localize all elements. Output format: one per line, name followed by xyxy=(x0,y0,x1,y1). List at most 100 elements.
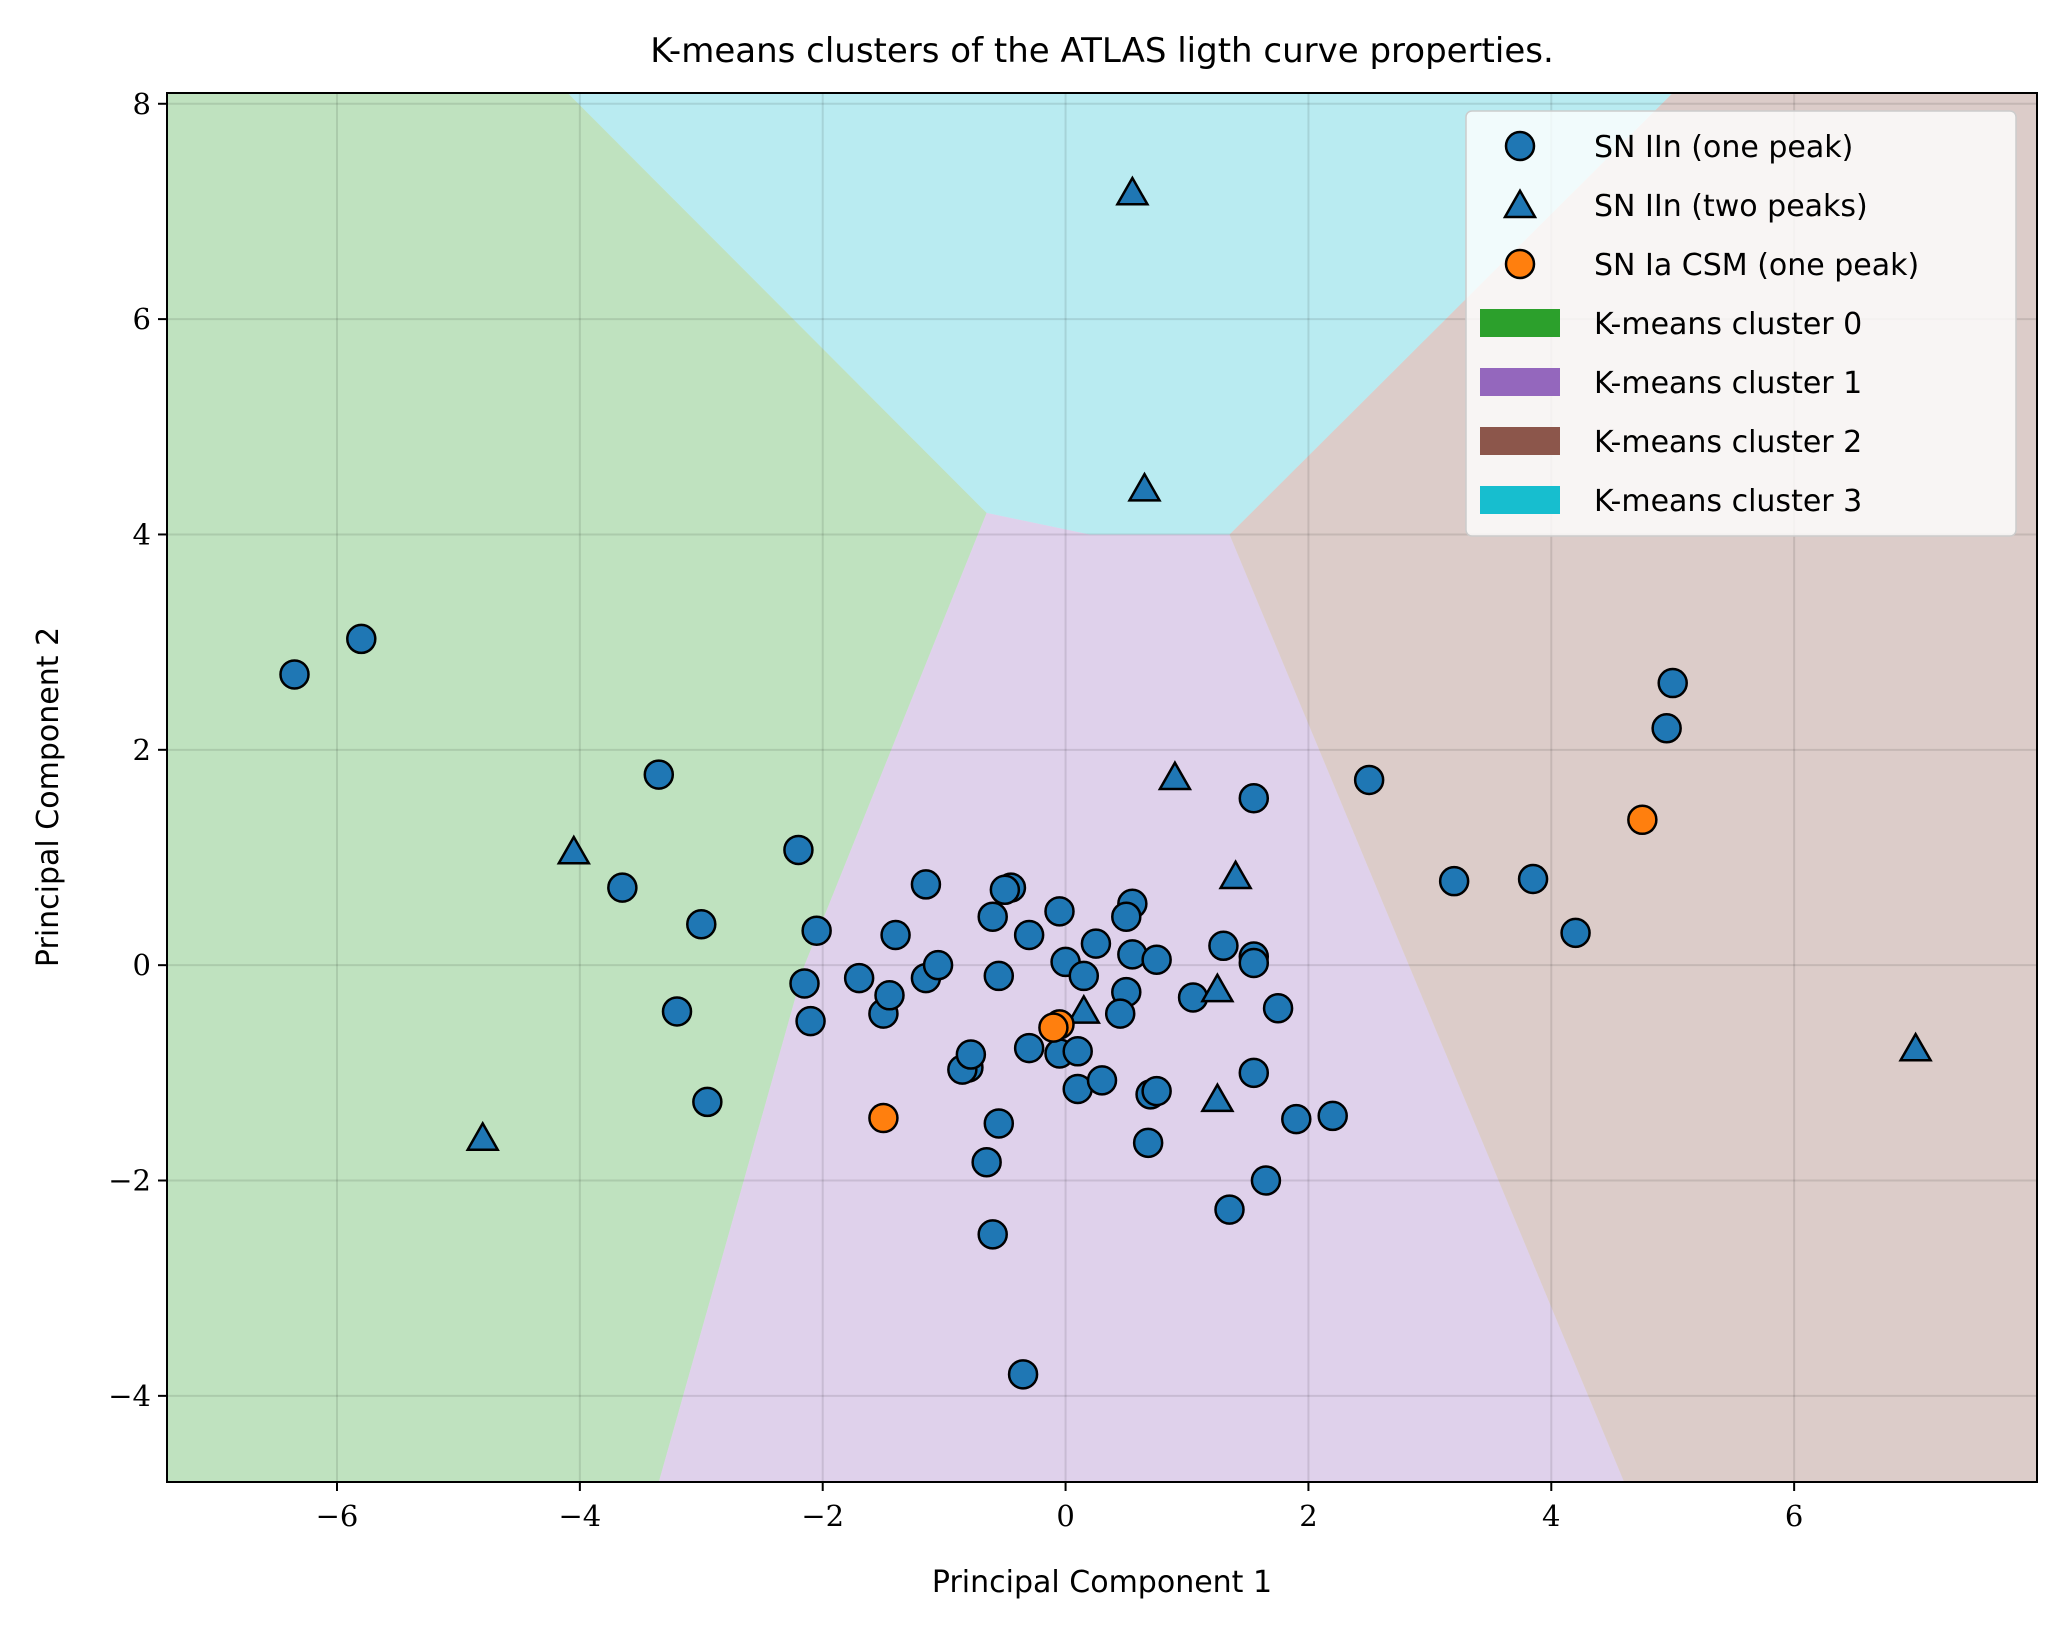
x-tick-label-1: −4 xyxy=(558,1499,601,1533)
series-0-point-32 xyxy=(1062,1036,1093,1067)
series-1-point-8 xyxy=(1200,1082,1235,1113)
series-0-point-62 xyxy=(1560,917,1591,949)
series-0-point-47 xyxy=(1132,1127,1164,1159)
series-0-point-0 xyxy=(279,659,310,690)
series-0-point-20 xyxy=(955,1039,987,1070)
series-0-point-7 xyxy=(783,834,814,866)
legend-box xyxy=(1465,110,2017,537)
series-1-point-7 xyxy=(1066,993,1101,1024)
y-tick-label-3: 2 xyxy=(133,733,151,767)
series-0-point-59 xyxy=(1353,764,1385,796)
series-1-point-6 xyxy=(1200,972,1235,1003)
cluster-region-3 xyxy=(567,93,1673,535)
series-0-point-51 xyxy=(1238,947,1270,979)
series-0-point-56 xyxy=(1214,1194,1245,1225)
series-0-point-34 xyxy=(1086,1065,1118,1096)
axis-ticks: −6 −4 −2 0 2 4 6 −4 −2 0 2 4 6 8 xyxy=(108,87,1803,1533)
series-0-point-21 xyxy=(977,901,1008,932)
series-1-point-2 xyxy=(556,834,591,865)
y-tick-label-0: −4 xyxy=(108,1379,151,1413)
series-2-point-1 xyxy=(1038,1012,1069,1043)
legend-label-cluster-1: K-means cluster 1 xyxy=(1594,366,1862,401)
legend-label-cluster-2: K-means cluster 2 xyxy=(1594,425,1862,460)
series-0-point-14 xyxy=(880,919,911,951)
series-0-point-27 xyxy=(1044,896,1075,927)
series-0-point-11 xyxy=(843,962,875,994)
cluster-region-0 xyxy=(167,93,987,1482)
series-0-point-36 xyxy=(971,1146,1002,1178)
series-0-point-54 xyxy=(1238,1057,1270,1089)
series-2-point-2 xyxy=(868,1102,899,1134)
series-0-point-55 xyxy=(1250,1165,1282,1196)
data-points xyxy=(279,175,1933,1390)
legend-marker-series-1 xyxy=(1502,188,1538,219)
legend-label-cluster-3: K-means cluster 3 xyxy=(1594,484,1862,519)
series-0-point-15 xyxy=(910,869,942,900)
cluster-regions xyxy=(167,93,2037,1482)
legend-marker-series-2 xyxy=(1504,248,1536,280)
series-0-point-2 xyxy=(643,759,675,790)
series-0-point-35 xyxy=(983,1108,1015,1139)
legend-marker-series-0 xyxy=(1504,130,1536,162)
series-0-point-1 xyxy=(346,623,377,655)
cluster-region-1 xyxy=(658,512,1625,1482)
series-0-point-30 xyxy=(1080,928,1112,959)
series-0-point-58 xyxy=(1317,1100,1348,1132)
series-0-point-3 xyxy=(607,872,638,903)
y-axis-label: Principal Component 2 xyxy=(31,627,66,967)
series-0-point-37 xyxy=(977,1219,1008,1250)
series-1-point-3 xyxy=(465,1120,500,1151)
series-0-point-49 xyxy=(1208,930,1239,962)
legend-swatch-cluster-0 xyxy=(1480,309,1560,337)
series-0-point-24 xyxy=(983,960,1015,992)
y-tick-label-5: 6 xyxy=(133,302,151,336)
series-1-point-9 xyxy=(1898,1031,1933,1062)
series-1-point-0 xyxy=(1115,175,1150,206)
series-0-point-43 xyxy=(1104,998,1136,1029)
series-0-point-25 xyxy=(1013,919,1045,951)
series-2-point-3 xyxy=(1627,804,1658,836)
series-0-point-26 xyxy=(1013,1032,1045,1064)
legend-label-series-2: SN Ia CSM (one peak) xyxy=(1594,248,1919,283)
series-0-point-46 xyxy=(1141,1075,1172,1107)
x-tick-label-3: 0 xyxy=(1056,1499,1074,1533)
series-0-point-4 xyxy=(686,908,717,940)
legend: SN IIn (one peak) SN IIn (two peaks) SN Ia… xyxy=(1465,110,2017,537)
series-0-point-64 xyxy=(1657,667,1688,699)
series-0-point-44 xyxy=(1141,944,1172,976)
series-0-point-23 xyxy=(989,874,1021,906)
series-0-point-48 xyxy=(1177,982,1209,1013)
legend-swatch-cluster-2 xyxy=(1480,427,1560,455)
x-tick-label-6: 6 xyxy=(1785,1499,1803,1533)
series-0-point-13 xyxy=(874,980,905,1011)
y-tick-label-4: 4 xyxy=(133,517,151,551)
y-tick-label-2: 0 xyxy=(133,948,151,982)
legend-swatch-cluster-3 xyxy=(1480,486,1560,514)
series-0-point-5 xyxy=(661,996,693,1027)
x-tick-label-0: −6 xyxy=(316,1499,359,1533)
series-0-point-40 xyxy=(1111,901,1142,932)
legend-label-series-0: SN IIn (one peak) xyxy=(1594,130,1853,165)
series-0-point-8 xyxy=(801,915,832,946)
x-tick-label-4: 2 xyxy=(1299,1499,1317,1533)
series-0-point-63 xyxy=(1651,713,1682,744)
series-0-point-38 xyxy=(1007,1359,1039,1390)
legend-swatch-cluster-1 xyxy=(1480,368,1560,396)
series-0-point-52 xyxy=(1238,783,1270,814)
series-0-point-60 xyxy=(1438,865,1470,897)
legend-label-series-1: SN IIn (two peaks) xyxy=(1594,189,1868,224)
series-0-point-17 xyxy=(922,949,954,981)
series-1-point-1 xyxy=(1127,471,1162,502)
series-0-point-10 xyxy=(795,1005,826,1037)
y-tick-label-6: 8 xyxy=(133,87,151,121)
plot-frame xyxy=(166,92,2038,1483)
series-0-point-61 xyxy=(1517,863,1549,895)
series-0-point-9 xyxy=(789,968,820,999)
series-1-point-4 xyxy=(1157,760,1193,791)
x-tick-label-2: −2 xyxy=(801,1499,844,1533)
legend-label-cluster-0: K-means cluster 0 xyxy=(1594,307,1862,342)
x-axis-label: Principal Component 1 xyxy=(932,1565,1272,1600)
series-1-point-5 xyxy=(1218,859,1253,890)
series-0-point-57 xyxy=(1281,1103,1312,1135)
